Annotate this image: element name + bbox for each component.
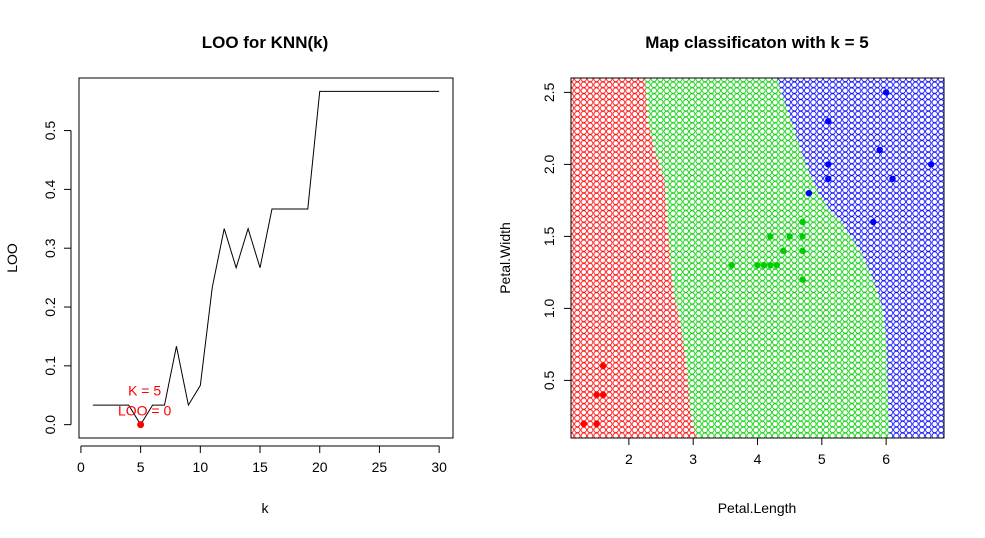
region-blue	[776, 78, 944, 438]
point-green	[754, 262, 761, 269]
loo-min-point	[137, 421, 145, 429]
point-green	[780, 247, 787, 254]
loo-x-tick-label: 10	[193, 459, 209, 475]
point-blue	[825, 118, 832, 125]
map-x-tick-label: 6	[882, 451, 890, 467]
decision-regions	[571, 78, 944, 438]
point-blue	[805, 190, 813, 197]
point-blue	[876, 146, 883, 154]
point-green	[767, 262, 774, 269]
loo-y-axis: 0.0 0.1 0.2 0.3 0.4 0.5	[42, 121, 72, 435]
loo-x-tick-label: 5	[137, 459, 145, 475]
map-chart-title: Map classificaton with k = 5	[645, 33, 868, 52]
map-x-tick-label: 4	[754, 451, 762, 467]
point-blue	[889, 175, 896, 182]
loo-y-tick-label: 0.1	[42, 356, 58, 376]
map-y-tick-label: 0.5	[541, 370, 557, 390]
point-blue	[882, 89, 890, 96]
map-x-tick-label: 5	[818, 451, 826, 467]
loo-y-axis-label: LOO	[4, 243, 20, 273]
point-green	[760, 262, 768, 269]
loo-y-tick-label: 0.2	[42, 297, 58, 317]
map-y-tick-label: 1.0	[541, 298, 557, 318]
loo-annotation-value: LOO = 0	[118, 403, 172, 419]
map-y-tick-label: 2.0	[541, 154, 557, 174]
loo-series-line	[92, 90, 440, 426]
point-green	[799, 276, 806, 283]
point-green	[767, 233, 774, 240]
loo-y-tick-label: 0.4	[42, 179, 58, 199]
map-x-tick-label: 3	[689, 451, 697, 467]
map-y-axis: 0.5 1.0 1.5 2.0 2.5	[541, 82, 572, 390]
point-red	[580, 420, 588, 427]
loo-x-tick-label: 0	[77, 459, 85, 475]
loo-x-tick-label: 25	[372, 459, 388, 475]
point-red	[593, 391, 600, 398]
point-green	[728, 262, 735, 269]
point-red	[599, 391, 607, 398]
point-blue	[825, 175, 832, 182]
point-blue	[825, 161, 832, 168]
point-blue	[927, 161, 935, 168]
point-red	[599, 362, 607, 370]
region-red	[571, 78, 697, 438]
point-green	[786, 233, 793, 240]
loo-chart-title: LOO for KNN(k)	[202, 33, 329, 52]
loo-plot-frame	[78, 77, 454, 439]
loo-plot-area	[92, 90, 440, 429]
map-x-tick-label: 2	[625, 451, 633, 467]
point-blue	[870, 218, 877, 226]
point-green	[773, 262, 780, 269]
loo-y-tick-label: 0.0	[42, 415, 58, 435]
map-y-axis-label: Petal.Width	[497, 222, 513, 294]
map-y-tick-label: 1.5	[541, 226, 557, 246]
loo-x-tick-label: 30	[431, 459, 447, 475]
classification-map: Map classificaton with k = 5 2 3 4 5 6 0.5 1.…	[497, 33, 945, 516]
loo-y-tick-label: 0.3	[42, 238, 58, 258]
loo-annotation-k: K = 5	[128, 383, 161, 399]
map-x-axis-label: Petal.Length	[718, 500, 797, 516]
map-y-tick-label: 2.5	[541, 82, 557, 102]
loo-x-tick-label: 15	[252, 459, 268, 475]
loo-chart: LOO for KNN(k) 0 5 10 15 20 25 30 0.0 0.1 0.2 0.3…	[4, 33, 454, 516]
point-green	[799, 247, 806, 254]
point-green	[799, 233, 806, 240]
map-x-axis: 2 3 4 5 6	[625, 437, 890, 467]
loo-x-axis-label: k	[262, 500, 270, 516]
loo-y-tick-label: 0.5	[42, 121, 58, 141]
point-green	[799, 218, 806, 226]
region-green	[644, 78, 890, 438]
loo-x-axis: 0 5 10 15 20 25 30	[77, 445, 447, 475]
point-red	[593, 420, 600, 427]
map-points	[580, 89, 935, 427]
loo-x-tick-label: 20	[312, 459, 328, 475]
